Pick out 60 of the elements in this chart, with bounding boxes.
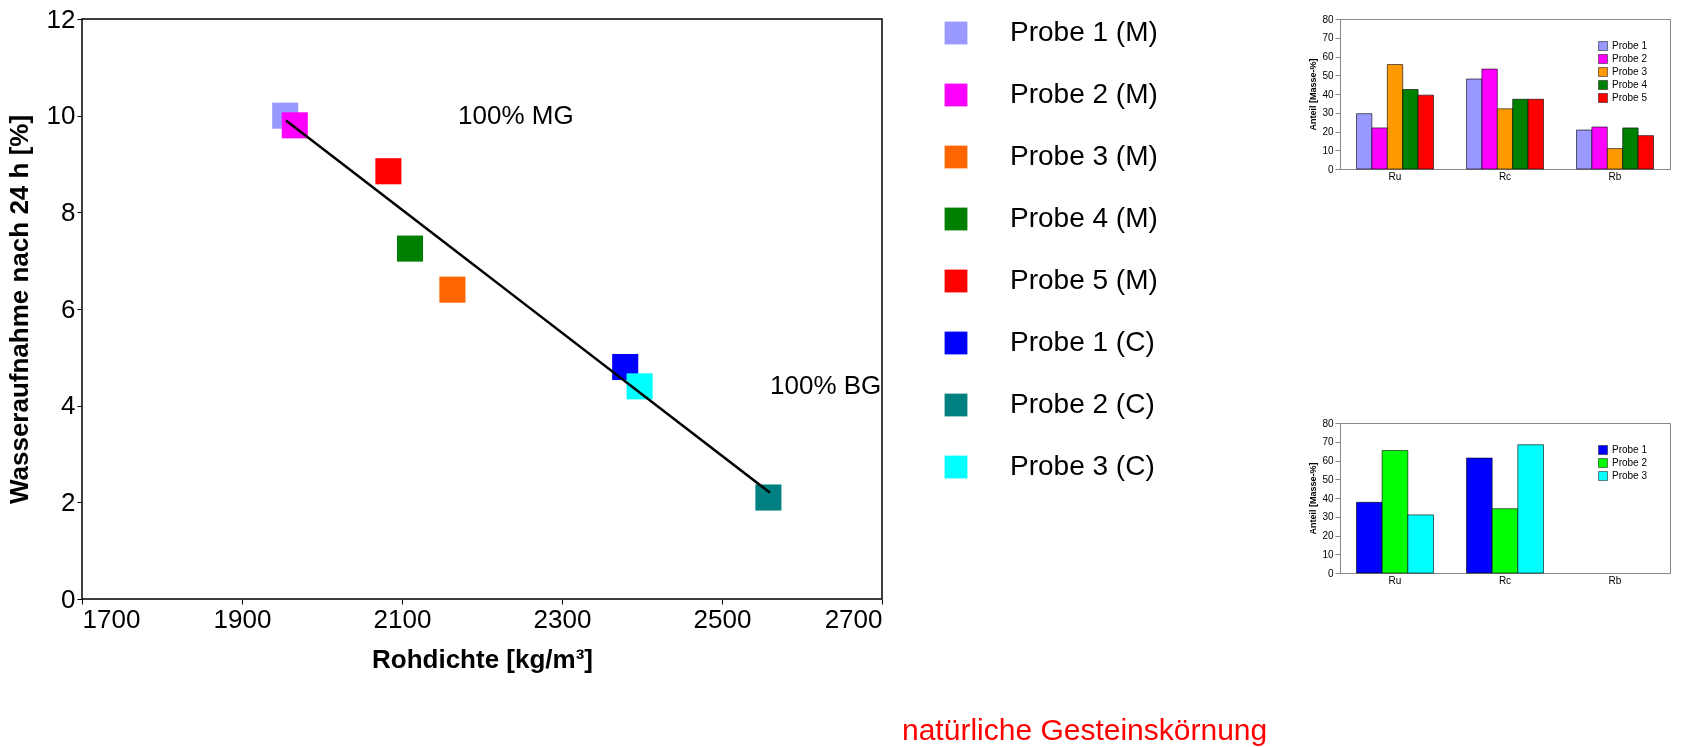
y-axis-title: Wasseraufnahme nach 24 h [%] bbox=[3, 114, 34, 505]
y-tick-label: 30 bbox=[1322, 511, 1334, 523]
y-tick-label: 10 bbox=[46, 100, 76, 131]
y-tick-label: 0 bbox=[1327, 163, 1334, 175]
x-tick-label: Rc bbox=[1498, 170, 1512, 182]
x-tick-label: 2500 bbox=[693, 603, 752, 634]
y-tick-label: 20 bbox=[1322, 126, 1334, 137]
y-tick-label: 70 bbox=[1322, 32, 1334, 44]
x-tick-label: Ru bbox=[1388, 170, 1402, 182]
legend-label: Probe 1 (C) bbox=[1010, 326, 1155, 357]
legend-label: Probe 3 bbox=[1612, 470, 1648, 481]
y-tick-label: 80 bbox=[1322, 13, 1334, 25]
y-tick-label: 0 bbox=[61, 583, 76, 614]
y-tick-label: 10 bbox=[1322, 548, 1334, 560]
x-tick-label: 1900 bbox=[213, 603, 272, 634]
y-tick-label: 0 bbox=[1327, 567, 1334, 579]
y-tick-label: 40 bbox=[1322, 492, 1334, 504]
y-tick-label: 10 bbox=[1322, 144, 1334, 156]
legend-label: Probe 1 bbox=[1612, 40, 1648, 51]
y-tick-label: 70 bbox=[1322, 436, 1334, 448]
x-tick-label: Rb bbox=[1608, 574, 1622, 586]
x-axis-title: Rohdichte [kg/m³] bbox=[372, 643, 593, 674]
legend-label: Probe 2 bbox=[1612, 457, 1648, 468]
legend-label: Probe 3 (C) bbox=[1010, 450, 1155, 481]
y-tick-label: 50 bbox=[1322, 473, 1334, 485]
x-tick-label: 1700 bbox=[82, 603, 141, 634]
y-tick-label: 2 bbox=[61, 486, 76, 517]
y-tick-label: 8 bbox=[61, 196, 76, 227]
y-tick-label: 60 bbox=[1322, 51, 1334, 62]
legend-label: Probe 1 (M) bbox=[1010, 16, 1158, 47]
y-tick-label: 30 bbox=[1322, 107, 1334, 119]
x-tick-label: 2100 bbox=[373, 603, 432, 634]
y-tick-label: 80 bbox=[1322, 417, 1334, 429]
text: natürliche Gesteinskörnung bbox=[902, 713, 1268, 746]
legend-label: Probe 3 (M) bbox=[1010, 140, 1158, 171]
y-axis-title: Anteil [Masse-%] bbox=[1308, 58, 1319, 131]
legend-label: Probe 2 bbox=[1612, 53, 1648, 64]
y-tick-label: 60 bbox=[1322, 455, 1334, 466]
y-tick-label: 40 bbox=[1322, 88, 1334, 100]
legend-label: Probe 1 bbox=[1612, 444, 1648, 455]
y-tick-label: 12 bbox=[46, 3, 76, 34]
y-tick-label: 50 bbox=[1322, 69, 1334, 81]
y-axis-title: Anteil [Masse-%] bbox=[1308, 462, 1319, 535]
legend-label: Probe 2 (M) bbox=[1010, 78, 1158, 109]
y-tick-label: 4 bbox=[61, 390, 76, 421]
legend-label: Probe 5 (M) bbox=[1010, 264, 1158, 295]
legend-label: Probe 3 bbox=[1612, 66, 1648, 77]
y-tick-label: 20 bbox=[1322, 530, 1334, 541]
x-tick-label: Rb bbox=[1608, 170, 1622, 182]
legend-label: Probe 4 (M) bbox=[1010, 202, 1158, 233]
x-tick-label: Rc bbox=[1498, 574, 1512, 586]
x-tick-label: 2700 bbox=[824, 603, 883, 634]
annotation: 100% MG bbox=[458, 100, 574, 130]
legend-label: Probe 2 (C) bbox=[1010, 388, 1155, 419]
legend-label: Probe 5 bbox=[1612, 92, 1648, 103]
legend-label: Probe 4 bbox=[1612, 79, 1648, 90]
annotation: 100% BG bbox=[770, 370, 882, 400]
x-tick-label: Ru bbox=[1388, 574, 1402, 586]
y-tick-label: 6 bbox=[61, 293, 76, 324]
x-tick-label: 2300 bbox=[533, 603, 592, 634]
